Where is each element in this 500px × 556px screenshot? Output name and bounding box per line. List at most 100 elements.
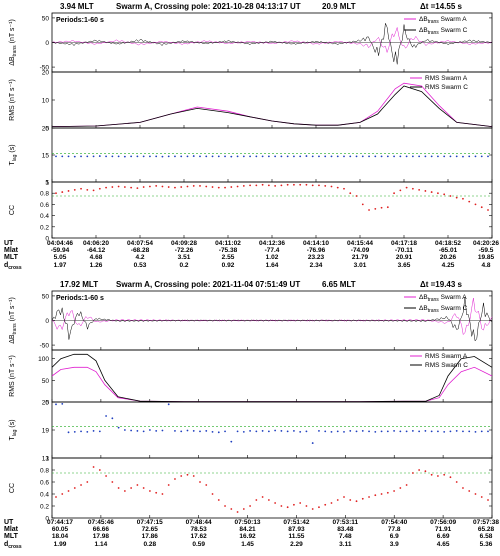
- cc-point: [230, 186, 233, 188]
- cc-point: [311, 508, 314, 510]
- lag-point: [242, 430, 245, 433]
- cc-point: [111, 481, 114, 483]
- table-cell-ut: 04:07:54: [127, 240, 153, 247]
- y-label-main: ΔB: [9, 334, 16, 344]
- lag-point: [111, 155, 114, 158]
- cc-point: [286, 506, 289, 509]
- lag-point: [142, 430, 145, 433]
- lag-point: [343, 430, 345, 433]
- table-cell-ut: 04:12:36: [259, 240, 285, 247]
- y-label-sub: lag: [12, 154, 18, 161]
- lag-point: [280, 155, 283, 158]
- table-cell-mlt: 21.79: [352, 254, 369, 261]
- cc-point: [293, 183, 295, 186]
- cc-point: [393, 490, 395, 492]
- table-cell-ut: 04:04:46: [47, 240, 73, 247]
- lag-point: [286, 155, 289, 158]
- header-title: Swarm A, Crossing pole: 2021-10-28 04:13…: [116, 2, 301, 11]
- cc-point: [161, 493, 164, 495]
- db-series-line: [51, 26, 493, 54]
- cc-point: [55, 192, 57, 195]
- y-tick-label: 50: [42, 15, 50, 22]
- cc-point: [249, 184, 251, 187]
- cc-point: [205, 185, 208, 188]
- table-cell-mlt: 11.55: [288, 533, 304, 540]
- cc-point: [192, 475, 195, 477]
- cc-point: [67, 490, 70, 492]
- table-cell-mlt: 20.26: [440, 254, 457, 261]
- table-cell-dcross: 2.29: [290, 541, 303, 548]
- lag-point: [380, 430, 383, 433]
- lag-point: [274, 429, 277, 432]
- y-label-main: ΔB: [9, 56, 16, 66]
- y-tick-label: 0.6: [40, 480, 49, 487]
- lag-point: [255, 430, 258, 433]
- y-tick-label: 0.2: [40, 504, 49, 511]
- cc-point: [180, 475, 183, 477]
- lag-point: [267, 155, 270, 158]
- cc-point: [437, 475, 439, 477]
- cc-point: [424, 470, 427, 473]
- cc-point: [349, 192, 352, 195]
- y-tick-label: 0: [45, 318, 49, 325]
- table-cell-mlat: -76.96: [307, 247, 326, 254]
- table-cell-mlat: 65.28: [478, 526, 495, 533]
- cc-point: [280, 184, 283, 187]
- lag-point: [61, 155, 64, 158]
- cc-point: [199, 185, 201, 187]
- cc-point: [80, 187, 82, 190]
- cc-point: [380, 206, 383, 209]
- lag-point: [236, 430, 239, 433]
- row-label-mlat: Mlat: [4, 247, 19, 254]
- cc-point: [255, 499, 258, 501]
- y-label-main: T: [9, 436, 16, 441]
- y-tick-label: 0.8: [40, 468, 49, 475]
- table-cell-mlt: 6.9: [390, 533, 399, 540]
- y-label-sub: trans: [12, 45, 18, 57]
- cc-point: [155, 185, 158, 187]
- table-cell-dcross: 1.14: [95, 541, 108, 548]
- y-tick-label: 0: [45, 236, 49, 243]
- lag-point: [349, 430, 352, 432]
- legend-entry: ΔBtrans Swarm C: [419, 27, 468, 36]
- row-label-dcross: dcross: [4, 262, 22, 271]
- lag-point: [330, 430, 333, 433]
- cc-point: [186, 473, 189, 476]
- lag-point: [399, 430, 402, 433]
- lag-point: [405, 430, 408, 433]
- table-cell-dcross: 0.53: [134, 262, 147, 269]
- table-cell-mlat: -77.4: [265, 247, 280, 254]
- cc-point: [261, 183, 264, 186]
- header-mlt-left: 3.94 MLT: [60, 2, 94, 11]
- lag-point: [98, 430, 101, 433]
- cc-point: [286, 183, 289, 186]
- table-cell-mlt: 18.04: [52, 533, 69, 540]
- cc-point: [468, 490, 471, 492]
- table-cell-mlt: 20.91: [396, 254, 413, 261]
- table-cell-dcross: 0.59: [192, 541, 205, 548]
- lag-point: [487, 155, 489, 158]
- lag-point: [468, 430, 471, 433]
- table-cell-ut: 07:54:40: [381, 519, 407, 526]
- cc-point: [242, 508, 245, 510]
- cc-point: [73, 188, 76, 191]
- y-axis-label-lag: Tlag (s): [9, 419, 18, 440]
- legend-entry: RMS Swarm A: [425, 353, 468, 360]
- lag-point: [424, 430, 427, 432]
- cc-point: [343, 496, 345, 498]
- cc-point: [330, 502, 333, 504]
- cc-point: [61, 191, 64, 193]
- lag-point: [393, 430, 395, 432]
- lag-point: [286, 430, 289, 433]
- lag-point: [455, 430, 458, 432]
- row-label-dcross: dcross: [4, 541, 22, 550]
- table-cell-dcross: 0.28: [143, 541, 156, 548]
- lag-point: [487, 430, 489, 433]
- y-tick-label: 0: [45, 400, 49, 407]
- table-cell-mlat: 77.8: [388, 526, 401, 533]
- lag-point: [105, 155, 107, 158]
- lag-point: [311, 155, 314, 158]
- lag-point: [355, 430, 358, 433]
- lag-point: [374, 430, 377, 433]
- cc-point: [92, 189, 95, 192]
